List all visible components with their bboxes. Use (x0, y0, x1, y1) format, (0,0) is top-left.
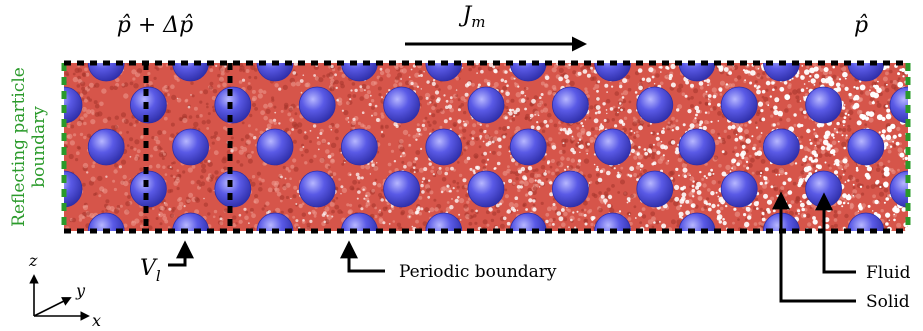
solid-sphere (172, 63, 209, 82)
solid-sphere (509, 212, 547, 231)
simulation-domain (64, 63, 908, 231)
z-axis-label: z (28, 251, 38, 270)
solid-sphere (341, 212, 378, 231)
solid-sphere (889, 86, 908, 124)
solid-sphere (172, 128, 210, 166)
periodic-boundary-pointer (340, 240, 385, 273)
outlet-pressure-label: p̂ (854, 13, 868, 38)
solid-label: Solid (866, 292, 910, 312)
solid-sphere (594, 128, 631, 166)
svg-text:Reflecting particle: Reflecting particle (9, 67, 29, 227)
solid-sphere (214, 170, 252, 208)
y-axis-arrow (33, 297, 72, 317)
solid-sphere (87, 212, 125, 231)
solid-sphere (64, 170, 83, 208)
fluid-pointer (815, 192, 856, 274)
solid-sphere (889, 170, 908, 208)
solid-sphere (509, 63, 547, 82)
solid-sphere (509, 128, 547, 166)
solid-sphere (172, 212, 209, 231)
solid-sphere (425, 128, 463, 166)
solid-sphere (678, 63, 716, 82)
solid-sphere (467, 170, 505, 208)
solid-sphere (340, 128, 378, 166)
solid-sphere (594, 63, 631, 82)
periodic-boundary-label: Periodic boundary (399, 262, 557, 282)
flux-symbol: J (458, 3, 472, 28)
solid-sphere (256, 212, 294, 231)
inlet-pressure-label: p̂ + Δp̂ (117, 13, 193, 38)
solid-sphere (763, 63, 800, 82)
solid-sphere (720, 170, 758, 208)
solid-sphere (383, 170, 421, 208)
control-volume-pointer (168, 240, 194, 267)
flux-subscript: m (471, 13, 485, 31)
solid-sphere (636, 86, 674, 124)
solid-sphere (425, 63, 463, 82)
solid-sphere (87, 63, 125, 82)
y-axis-label: y (75, 281, 86, 300)
solid-pointer (772, 191, 856, 303)
fluid-label: Fluid (866, 263, 911, 283)
solid-sphere (678, 212, 716, 231)
x-axis-label: x (92, 311, 101, 330)
solid-sphere (594, 212, 631, 231)
control-volume-label: Vl (140, 256, 161, 285)
solid-sphere (805, 86, 842, 124)
solid-sphere (256, 63, 294, 82)
coordinate-axes: z y x (28, 251, 101, 330)
solid-sphere (425, 212, 463, 231)
solid-sphere (720, 86, 758, 124)
flux-label: Jm (458, 3, 485, 31)
solid-sphere (298, 86, 336, 124)
solid-sphere (678, 128, 716, 166)
solid-sphere (467, 86, 505, 124)
svg-text:boundary: boundary (29, 106, 49, 188)
solid-sphere (341, 63, 378, 82)
control-volume-subscript: l (156, 267, 161, 285)
solid-sphere (214, 86, 252, 124)
solid-sphere (847, 63, 885, 82)
solid-sphere (298, 170, 336, 208)
solid-sphere (636, 170, 674, 208)
solid-sphere (552, 170, 589, 208)
solid-sphere (847, 128, 885, 166)
solid-sphere (64, 86, 83, 124)
solid-particles (64, 63, 908, 231)
solid-sphere (847, 212, 885, 231)
solid-sphere (383, 86, 421, 124)
solid-sphere (129, 170, 167, 208)
solid-sphere (763, 128, 800, 166)
reflecting-boundary-label: Reflecting particle boundary (9, 67, 49, 227)
solid-sphere (87, 128, 125, 166)
solid-sphere (552, 86, 589, 124)
control-volume-symbol: V (140, 256, 158, 281)
svg-text:Jm: Jm (458, 3, 485, 31)
solid-sphere (256, 128, 294, 166)
